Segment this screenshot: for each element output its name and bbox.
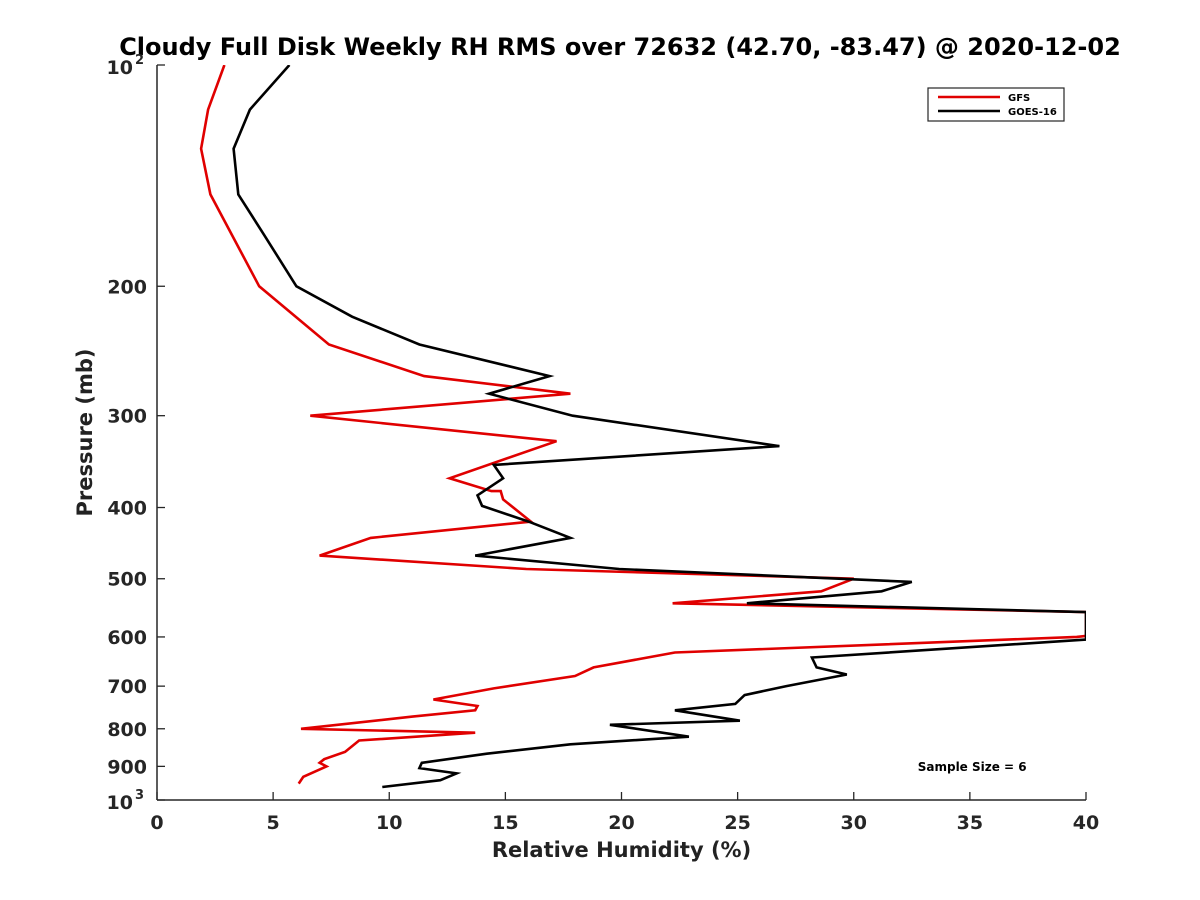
y-tick-label-base: 10 bbox=[107, 57, 133, 79]
y-tick-label: 300 bbox=[107, 406, 147, 428]
x-tick-label: 25 bbox=[724, 812, 750, 834]
x-tick-label: 35 bbox=[957, 812, 983, 834]
sample-size-annotation: Sample Size = 6 bbox=[918, 760, 1027, 774]
y-tick-label: 600 bbox=[107, 627, 147, 649]
series-line-goes-16 bbox=[232, 65, 1086, 789]
y-tick-label: 500 bbox=[107, 569, 147, 591]
legend-label-gfs: GFS bbox=[1008, 93, 1030, 104]
plot-background bbox=[157, 65, 1086, 800]
y-axis-label: Pressure (mb) bbox=[73, 349, 97, 517]
x-tick-label: 15 bbox=[492, 812, 518, 834]
x-tick-label: 20 bbox=[608, 812, 634, 834]
legend-box bbox=[927, 87, 1065, 122]
x-axis-label: Relative Humidity (%) bbox=[492, 838, 751, 862]
x-tick-label: 0 bbox=[150, 812, 163, 834]
y-tick-label-base: 10 bbox=[107, 792, 133, 814]
y-tick-label: 700 bbox=[107, 676, 147, 698]
series-layer bbox=[199, 65, 1086, 789]
legend: GFS GOES-16 bbox=[927, 87, 1065, 122]
y-tick-label: 10 2 bbox=[107, 53, 145, 79]
y-tick-label: 10 3 bbox=[107, 788, 145, 814]
y-tick-label: 800 bbox=[107, 719, 147, 741]
y-tick-label: 900 bbox=[107, 756, 147, 778]
x-tick-label: 10 bbox=[376, 812, 402, 834]
y-tick-label: 200 bbox=[107, 276, 147, 298]
chart-title: Cloudy Full Disk Weekly RH RMS over 7263… bbox=[119, 33, 1121, 61]
y-tick-label: 400 bbox=[107, 498, 147, 520]
y-tick-label-exponent: 3 bbox=[135, 788, 144, 803]
x-tick-label: 5 bbox=[267, 812, 280, 834]
y-tick-label-exponent: 2 bbox=[135, 53, 144, 68]
series-line-gfs bbox=[199, 65, 1086, 785]
x-tick-label: 30 bbox=[841, 812, 867, 834]
x-tick-label: 40 bbox=[1073, 812, 1099, 834]
legend-label-goes-16: GOES-16 bbox=[1008, 107, 1057, 118]
